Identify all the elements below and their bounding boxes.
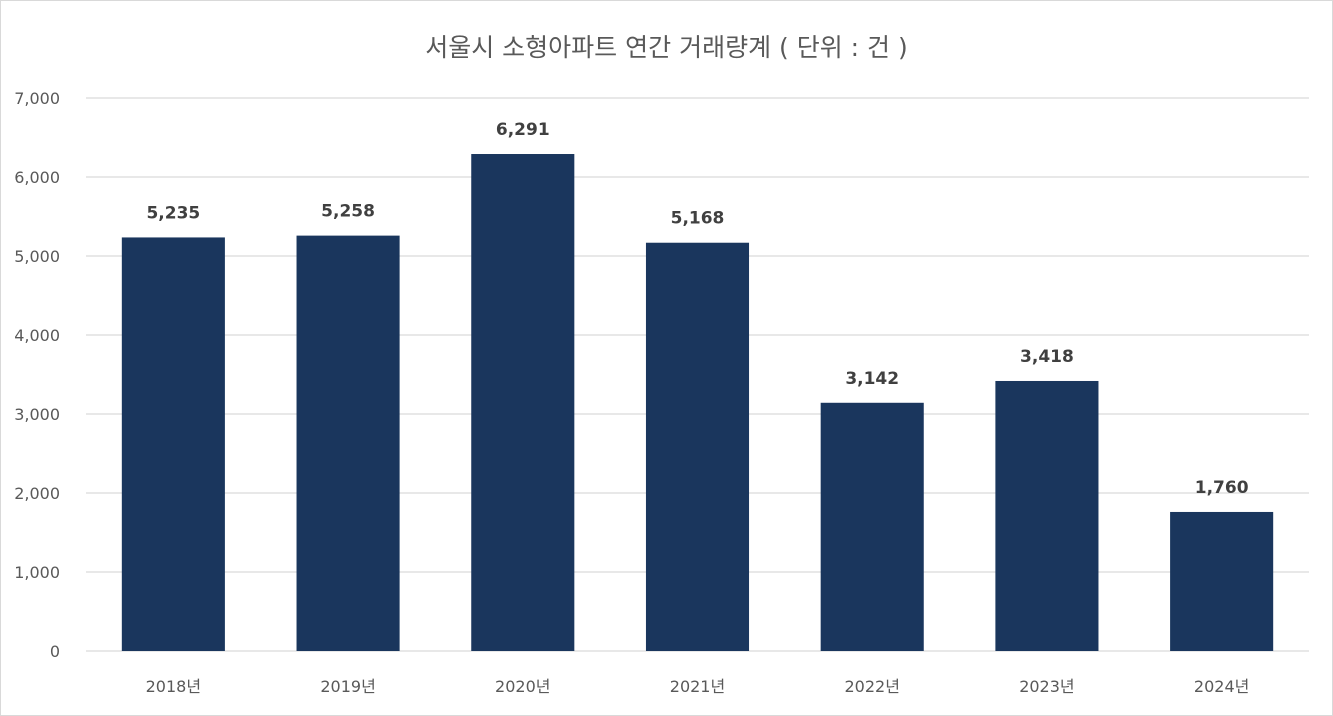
y-tick-label: 6,000 bbox=[14, 168, 60, 187]
x-tick-label: 2019년 bbox=[320, 677, 375, 696]
y-tick-label: 1,000 bbox=[14, 563, 60, 582]
data-label: 6,291 bbox=[496, 120, 550, 140]
y-axis-ticks: 0 1,000 2,000 3,000 4,000 5,000 6,000 7,000 bbox=[14, 89, 60, 661]
bar bbox=[471, 154, 575, 652]
bar bbox=[645, 242, 750, 651]
data-label: 3,142 bbox=[845, 369, 899, 389]
bar bbox=[995, 380, 1099, 651]
bar bbox=[1170, 511, 1274, 651]
y-tick-label: 3,000 bbox=[14, 405, 60, 424]
x-axis-ticks: 2018년 2019년 2020년 2021년 2022년 2023년 2024년 bbox=[146, 677, 1250, 696]
bar bbox=[820, 402, 924, 651]
x-tick-label: 2024년 bbox=[1194, 677, 1249, 696]
bar bbox=[296, 235, 400, 652]
data-label: 5,258 bbox=[321, 202, 375, 222]
data-label: 5,235 bbox=[146, 203, 200, 223]
y-tick-label: 5,000 bbox=[14, 247, 60, 266]
data-label: 1,760 bbox=[1195, 478, 1249, 498]
y-tick-label: 7,000 bbox=[14, 89, 60, 108]
bar bbox=[121, 237, 225, 651]
data-labels: 5,235 5,258 6,291 5,168 3,142 3,418 1,760 bbox=[146, 120, 1248, 498]
x-tick-label: 2020년 bbox=[495, 677, 550, 696]
y-tick-label: 0 bbox=[50, 642, 60, 661]
x-tick-label: 2023년 bbox=[1019, 677, 1074, 696]
y-tick-label: 4,000 bbox=[14, 326, 60, 345]
chart-title: 서울시 소형아파트 연간 거래량계 ( 단위 : 건 ) bbox=[425, 33, 908, 62]
y-tick-label: 2,000 bbox=[14, 484, 60, 503]
data-label: 3,418 bbox=[1020, 347, 1074, 367]
x-tick-label: 2018년 bbox=[146, 677, 201, 696]
x-tick-label: 2022년 bbox=[844, 677, 899, 696]
x-tick-label: 2021년 bbox=[670, 677, 725, 696]
bars bbox=[121, 154, 1274, 652]
data-label: 5,168 bbox=[671, 209, 725, 229]
